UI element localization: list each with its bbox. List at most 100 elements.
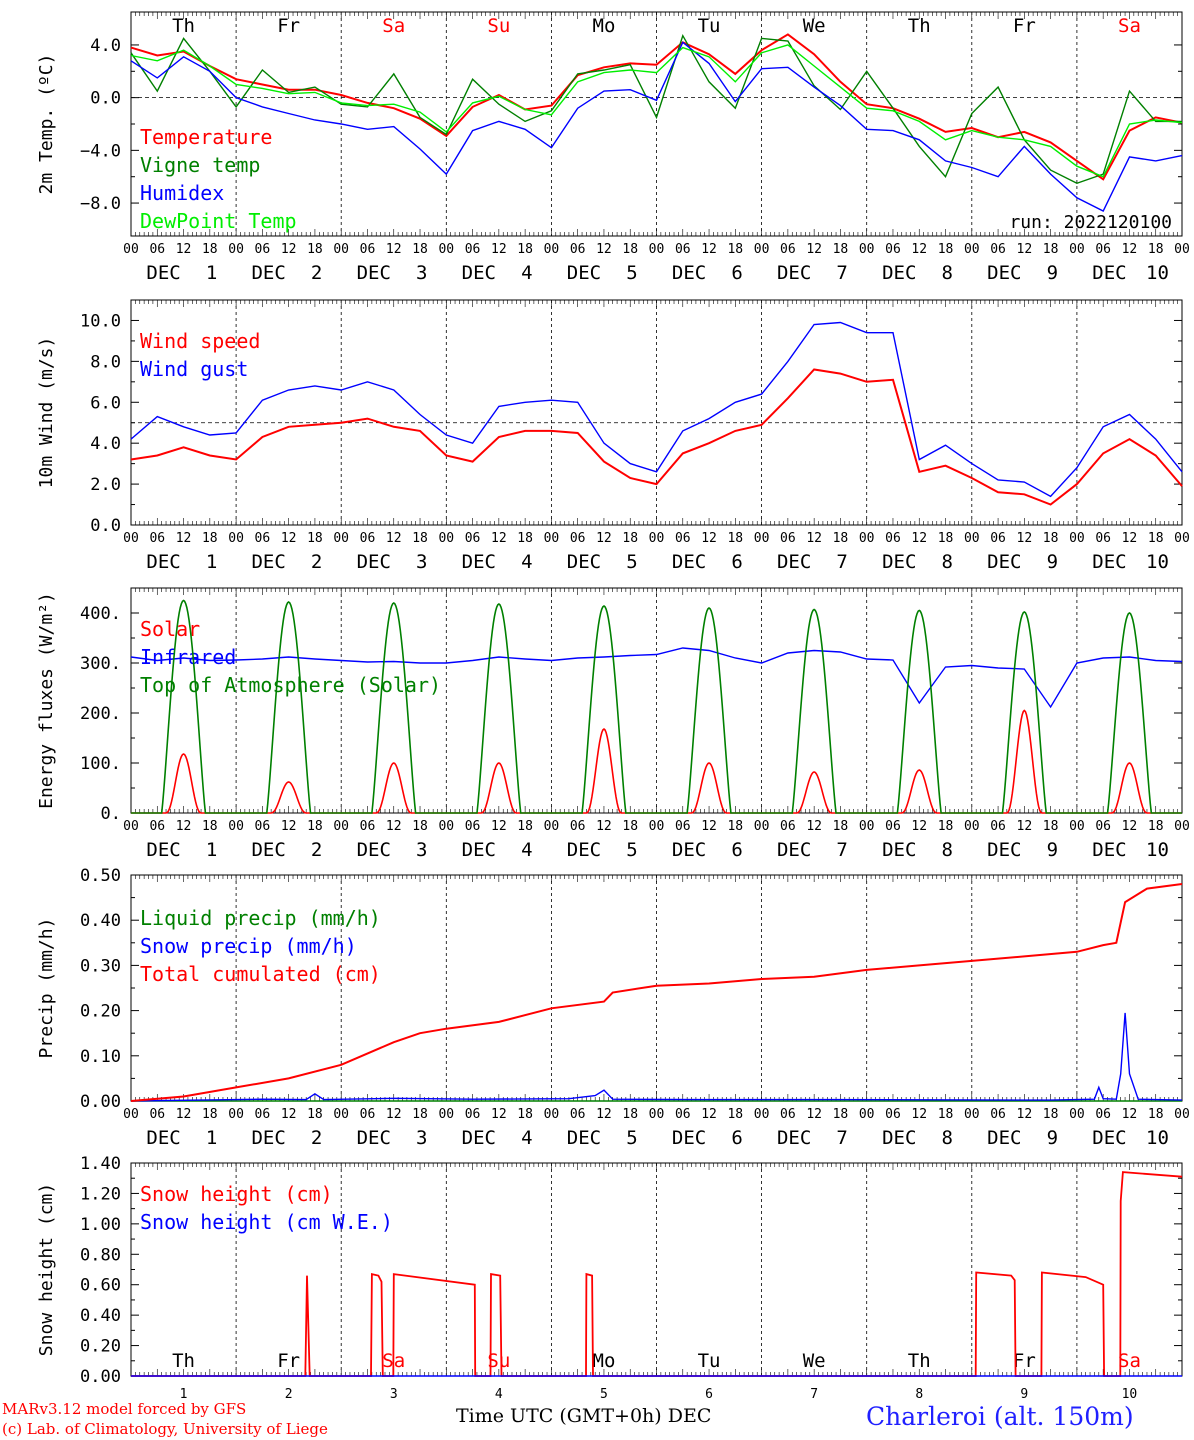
- weekday-label: Th: [908, 1350, 931, 1372]
- hour-tick-label: 18: [938, 1107, 954, 1122]
- month-label: DEC: [987, 839, 1021, 861]
- day-number-label: 5: [600, 1387, 608, 1402]
- hour-tick-label: 06: [780, 531, 796, 546]
- series-infrared: [130, 647, 1183, 709]
- hour-tick-label: 00: [333, 819, 349, 834]
- hour-tick-label: 06: [360, 819, 376, 834]
- series-vigne-temp: [130, 33, 1182, 185]
- series-snow-precip-mm-h-: [130, 1012, 1183, 1102]
- hour-tick-label: 18: [1148, 242, 1164, 257]
- hour-tick-label: 06: [780, 242, 796, 257]
- legend-entry: Infrared: [140, 645, 236, 669]
- hour-tick-label: 18: [1043, 531, 1059, 546]
- hour-tick-label: 00: [228, 819, 244, 834]
- weekday-label: Su: [487, 1350, 510, 1372]
- date-label: 3: [416, 839, 427, 861]
- hour-tick-label: 12: [701, 1107, 717, 1122]
- hour-tick-label: 12: [386, 819, 402, 834]
- hour-tick-label: 00: [544, 531, 560, 546]
- date-label: 7: [836, 262, 847, 284]
- hour-tick-label: 00: [333, 531, 349, 546]
- legend-entry: Total cumulated (cm): [140, 962, 381, 986]
- hour-tick-label: 18: [833, 242, 849, 257]
- hour-tick-label: 00: [964, 531, 980, 546]
- hour-tick-label: 12: [281, 242, 297, 257]
- hour-tick-label: 06: [465, 819, 481, 834]
- day-number-label: 1: [180, 1387, 188, 1402]
- hour-tick-label: 12: [596, 819, 612, 834]
- date-label: 1: [206, 551, 217, 573]
- date-label: 6: [731, 262, 742, 284]
- hour-tick-label: 12: [1122, 242, 1138, 257]
- hour-tick-label: 00: [1069, 1107, 1085, 1122]
- hour-tick-label: 06: [360, 531, 376, 546]
- hour-tick-label: 00: [1069, 531, 1085, 546]
- hour-tick-label: 12: [911, 242, 927, 257]
- hour-tick-label: 12: [176, 819, 192, 834]
- hour-tick-label: 06: [675, 531, 691, 546]
- hour-tick-label: 06: [1095, 1107, 1111, 1122]
- month-label: DEC: [462, 839, 496, 861]
- hour-tick-label: 00: [438, 1107, 454, 1122]
- y-axis-title: 10m Wind (m/s): [36, 337, 57, 489]
- legend-entry: Top of Atmosphere (Solar): [140, 673, 441, 697]
- y-tick-label: 0.10: [80, 1047, 121, 1067]
- weekday-label: Mo: [593, 15, 616, 37]
- lab-credit: (c) Lab. of Climatology, University of L…: [2, 1420, 328, 1438]
- month-label: DEC: [357, 551, 391, 573]
- series-wind-speed: [130, 368, 1183, 506]
- hour-tick-label: 18: [517, 819, 533, 834]
- month-label: DEC: [777, 551, 811, 573]
- month-label: DEC: [1092, 839, 1126, 861]
- y-tick-label: 4.0: [90, 36, 121, 56]
- hour-tick-label: 18: [622, 531, 638, 546]
- hour-tick-label: 18: [622, 1107, 638, 1122]
- hour-tick-label: 18: [202, 819, 218, 834]
- day-number-label: 9: [1020, 1387, 1028, 1402]
- hour-tick-label: 06: [465, 242, 481, 257]
- hour-tick-label: 00: [964, 819, 980, 834]
- month-label: DEC: [567, 1127, 601, 1149]
- series-top-of-atmosphere-solar-: [131, 599, 1182, 814]
- hour-tick-label: 06: [990, 531, 1006, 546]
- date-label: 1: [206, 1127, 217, 1149]
- hour-tick-label: 06: [675, 242, 691, 257]
- hour-tick-label: 00: [754, 531, 770, 546]
- hour-tick-label: 06: [570, 1107, 586, 1122]
- date-label: 5: [626, 839, 637, 861]
- month-label: DEC: [146, 551, 180, 573]
- date-label: 2: [311, 1127, 322, 1149]
- series-temperature: [130, 33, 1183, 181]
- date-label: 2: [311, 839, 322, 861]
- hour-tick-label: 18: [622, 242, 638, 257]
- hour-tick-label: 06: [255, 531, 271, 546]
- month-label: DEC: [567, 551, 601, 573]
- hour-tick-label: 18: [833, 531, 849, 546]
- legend-entry: Snow precip (mm/h): [140, 934, 357, 958]
- month-label: DEC: [882, 1127, 916, 1149]
- legend-entry: DewPoint Temp: [140, 209, 297, 233]
- date-label: 8: [942, 262, 953, 284]
- hour-tick-label: 06: [465, 1107, 481, 1122]
- weekday-label: Su: [487, 15, 510, 37]
- hour-tick-label: 18: [307, 531, 323, 546]
- hour-tick-label: 12: [701, 819, 717, 834]
- month-label: DEC: [567, 839, 601, 861]
- date-label: 7: [836, 839, 847, 861]
- hour-tick-label: 18: [727, 819, 743, 834]
- date-label: 9: [1047, 839, 1058, 861]
- hour-tick-label: 00: [438, 242, 454, 257]
- hour-tick-label: 12: [806, 1107, 822, 1122]
- weekday-label: Fr: [277, 15, 300, 37]
- y-tick-label: 0.20: [80, 1337, 121, 1357]
- hour-tick-label: 06: [570, 531, 586, 546]
- y-tick-label: 1.20: [80, 1184, 121, 1204]
- hour-tick-label: 06: [149, 1107, 165, 1122]
- hour-tick-label: 00: [123, 242, 139, 257]
- plot-frame: [130, 11, 1183, 237]
- y-tick-label: 4.0: [90, 434, 121, 454]
- month-label: DEC: [357, 839, 391, 861]
- month-label: DEC: [777, 262, 811, 284]
- month-label: DEC: [1092, 1127, 1126, 1149]
